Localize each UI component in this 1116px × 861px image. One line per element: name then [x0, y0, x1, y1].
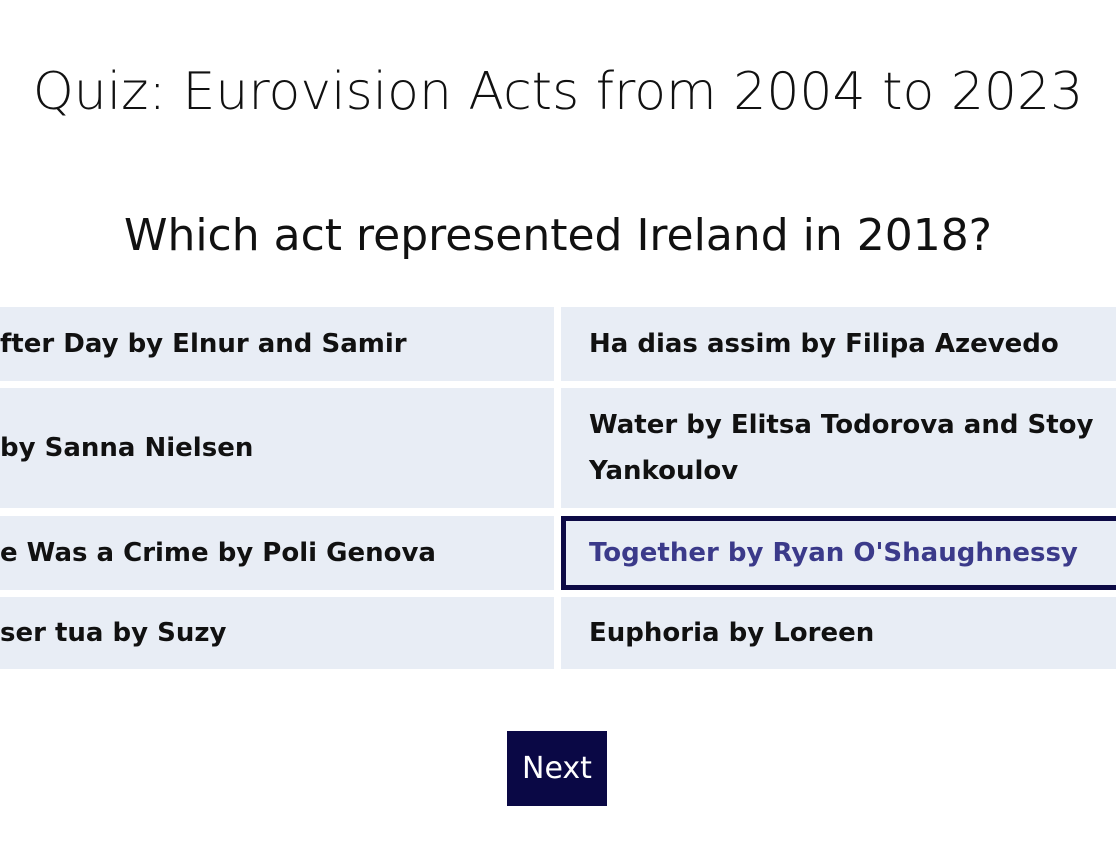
option-text: ser tua by Suzy — [0, 618, 227, 648]
option-text: Water by Elitsa Todorova and Stoy — [589, 410, 1094, 440]
option-text: e Was a Crime by Poli Genova — [0, 538, 436, 568]
answer-option[interactable]: by Sanna Nielsen — [0, 388, 554, 508]
next-button[interactable]: Next — [507, 731, 607, 806]
question: Which act represented Ireland in 2018? — [123, 210, 993, 261]
answer-option[interactable]: fter Day by Elnur and Samir — [0, 307, 554, 381]
answer-option[interactable]: Together by Ryan O'Shaughnessy — [561, 516, 1116, 590]
answer-option[interactable]: ser tua by Suzy — [0, 597, 554, 669]
option-text: by Sanna Nielsen — [0, 433, 254, 463]
option-text: Euphoria by Loreen — [589, 618, 875, 648]
option-text: Together by Ryan O'Shaughnessy — [589, 538, 1078, 568]
option-text: Yankoulov — [589, 456, 739, 486]
answer-option[interactable]: Ha dias assim by Filipa Azevedo — [561, 307, 1116, 381]
option-text: fter Day by Elnur and Samir — [0, 329, 407, 359]
page-title: Quiz: Eurovision Acts from 2004 to 2023 — [32, 62, 1084, 122]
answer-option[interactable]: Euphoria by Loreen — [561, 597, 1116, 669]
option-text: Ha dias assim by Filipa Azevedo — [589, 329, 1059, 359]
answer-option[interactable]: e Was a Crime by Poli Genova — [0, 516, 554, 590]
answer-option[interactable]: Water by Elitsa Todorova and Stoy Yankoul… — [561, 388, 1116, 508]
